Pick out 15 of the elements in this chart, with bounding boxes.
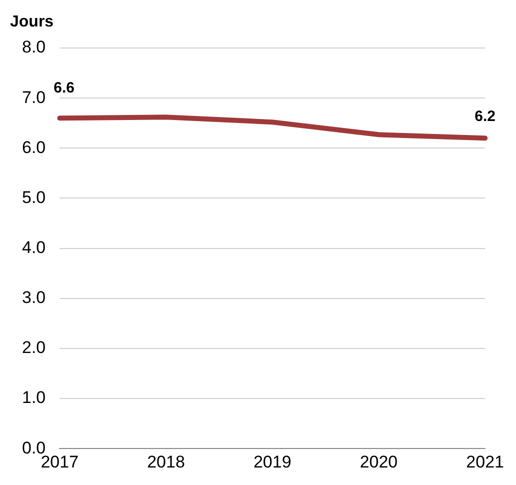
- y-tick-label: 6.0: [22, 138, 46, 157]
- x-tick-label: 2019: [253, 452, 292, 472]
- data-label: 6.6: [54, 80, 74, 97]
- y-tick-label: 2.0: [22, 338, 46, 358]
- y-tick-label: 5.0: [22, 188, 46, 207]
- x-tick-label: 2018: [147, 452, 185, 472]
- x-tick-label: 2021: [466, 452, 504, 472]
- y-tick-label: 3.0: [22, 288, 46, 308]
- y-tick-label: 4.0: [22, 238, 46, 257]
- y-tick-label: 7.0: [22, 88, 46, 107]
- y-tick-label: 8.0: [22, 38, 46, 57]
- y-axis-title: Jours: [10, 13, 54, 30]
- y-tick-label: 1.0: [22, 388, 46, 408]
- x-tick-label: 2020: [360, 452, 398, 472]
- data-label: 6.2: [474, 108, 496, 125]
